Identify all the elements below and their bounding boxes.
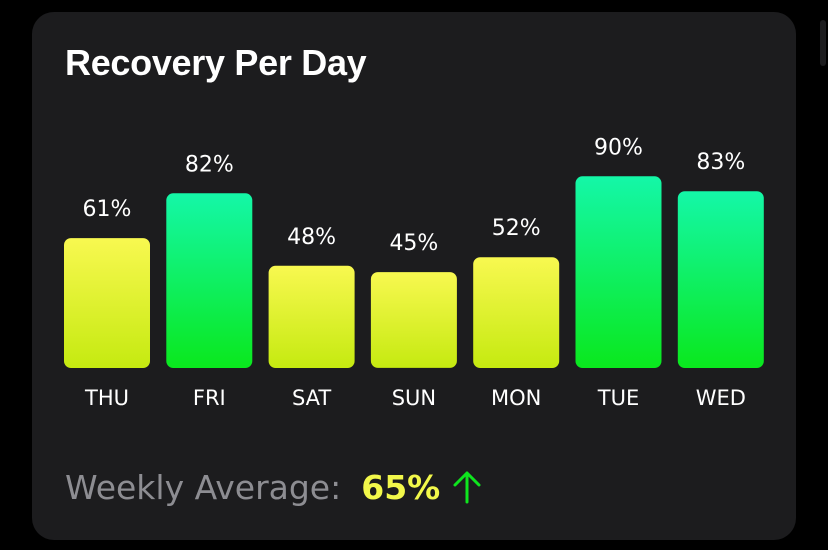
- chart-title: Recovery Per Day: [65, 42, 367, 83]
- bar-value-label: 45%: [389, 231, 438, 256]
- bar-value-label: 61%: [83, 197, 132, 222]
- bar-value-label: 83%: [696, 150, 745, 175]
- bar-value-label: 48%: [287, 225, 336, 250]
- edge-mark: [820, 20, 826, 66]
- weekly-average: Weekly Average: 65%: [65, 462, 482, 512]
- recovery-card: Recovery Per Day 61% THU 82% FRI 48% SAT 45% SU…: [32, 12, 796, 540]
- x-tick-label: TUE: [597, 386, 639, 410]
- x-tick-label: THU: [84, 386, 129, 410]
- bar-sun: [370, 272, 457, 368]
- bar-mon: [473, 257, 560, 368]
- x-tick-label: FRI: [193, 386, 226, 410]
- bar-tue: [575, 176, 662, 368]
- bar-fri: [166, 193, 253, 368]
- bars-layer: 61% THU 82% FRI 48% SAT 45% SUN 52% MON 90% TUE 83% W…: [64, 135, 764, 410]
- bar-chart: 61% THU 82% FRI 48% SAT 45% SUN 52% MON 90% TUE 83% W…: [64, 135, 764, 410]
- x-tick-label: SAT: [292, 386, 331, 410]
- x-tick-label: MON: [491, 386, 541, 410]
- bar-value-label: 82%: [185, 152, 234, 177]
- weekly-average-label: Weekly Average:: [65, 467, 342, 507]
- bar-value-label: 52%: [492, 216, 541, 241]
- bar-wed: [677, 191, 764, 368]
- bar-sat: [268, 265, 355, 368]
- x-tick-label: WED: [696, 386, 746, 410]
- bar-thu: [64, 238, 150, 368]
- bar-value-label: 90%: [594, 135, 643, 160]
- weekly-average-value: 65%: [361, 467, 441, 507]
- arrow-up-icon: [452, 469, 482, 505]
- x-tick-label: SUN: [392, 386, 436, 410]
